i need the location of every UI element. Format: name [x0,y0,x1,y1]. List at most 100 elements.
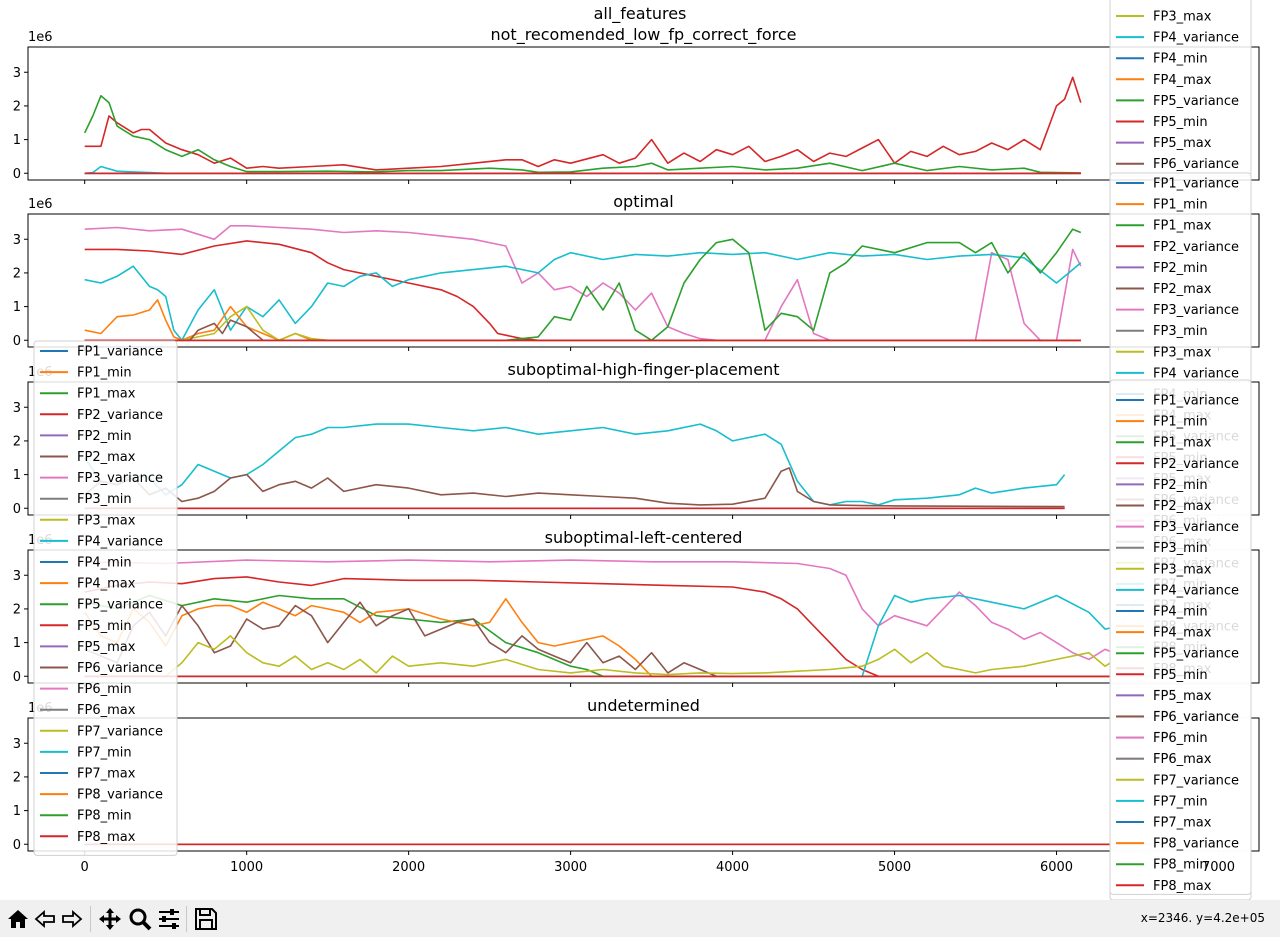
xtick-label: 2000 [392,860,425,875]
pan-icon[interactable] [97,906,123,932]
ytick-label: 1 [13,804,21,819]
legend-label: FP1_variance [1153,394,1239,409]
legend-label: FP5_min [1153,115,1208,130]
legend-label: FP4_variance [1153,31,1239,46]
legend-label: FP5_variance [77,598,163,613]
legend-label: FP5_variance [1153,647,1239,662]
y-offset-label: 1e6 [28,197,53,212]
legend-label: FP8_max [77,830,136,845]
axes-title: not_recomended_low_fp_correct_force [490,25,796,45]
toolbar-separator [90,906,91,932]
ytick-label: 1 [13,636,21,651]
series-line-fp6-variance [84,601,1195,678]
legend-label: FP7_variance [77,724,163,739]
legend-label: FP5_min [77,619,132,634]
axes-frame [27,717,1260,852]
legend-label: FP8_variance [1153,837,1239,852]
figure-canvas: all_features not_recomended_low_fp_corre… [13,0,1260,900]
zoom-icon[interactable] [127,906,153,932]
legend-label: FP3_max [1153,345,1212,360]
toolbar-separator [186,906,187,932]
legend-label: FP3_max [77,513,136,528]
legend-label: FP4_min [77,556,132,571]
legend-label: FP4_variance [77,534,163,549]
legend-label: FP4_min [1153,52,1208,67]
legend-label: FP5_max [1153,689,1212,704]
legend-label: FP6_max [1153,752,1212,767]
xtick-label: 7000 [1202,860,1235,875]
ytick-label: 2 [13,602,21,617]
xtick-label: 6000 [1040,860,1073,875]
legend-label: FP4_variance [1153,366,1239,381]
xtick-label: 4000 [716,860,749,875]
axes-title: suboptimal-left-centered [545,528,743,547]
legend-label: FP8_variance [77,788,163,803]
legend-label: FP6_min [77,682,132,697]
legend-label: FP6_max [77,703,136,718]
legend-label: FP6_variance [77,661,163,676]
axes-frame [27,549,1260,684]
configure-icon[interactable] [156,906,182,932]
legend-label: FP2_variance [77,408,163,423]
legend-label: FP8_max [1153,879,1212,894]
series-line-fp2-variance [84,240,1081,342]
figure-suptitle: all_features [594,4,687,24]
legend-label: FP1_max [1153,219,1212,234]
ytick-label: 0 [13,502,21,517]
series-line-fp2-variance [84,76,1082,171]
legend-label: FP5_min [1153,668,1208,683]
forward-icon[interactable] [59,906,85,932]
legend-label: FP6_variance [1153,710,1239,725]
legend-frame [33,340,178,856]
ytick-label: 3 [13,401,21,416]
legend-label: FP4_max [1153,73,1212,88]
ytick-label: 2 [13,770,21,785]
legend: FP1_variance FP1_min FP1_max FP2_variance FP… [33,340,178,856]
ytick-label: 2 [13,99,21,114]
series-line-fp2-max [84,467,1065,508]
legend-label: FP4_min [1153,605,1208,620]
axes-title: optimal [613,192,674,211]
legend: FP3_max FP4_variance FP4_min FP4_max FP5_var… [1109,0,1252,177]
save-icon[interactable] [193,906,219,932]
legend-label: FP2_min [77,429,132,444]
legend-label: FP7_variance [1153,773,1239,788]
axes-title: undetermined [587,696,700,715]
cursor-coordinates: x=2346. y=4.2e+05 [1140,911,1265,925]
legend-label: FP1_max [77,387,136,402]
legend-label: FP3_max [1153,562,1212,577]
axes-title: suboptimal-high-finger-placement [508,360,780,379]
legend-label: FP6_min [1153,731,1208,746]
series-line-fp3-variance [84,559,1195,661]
series-line-fp2-variance [84,576,1195,678]
ytick-label: 1 [13,300,21,315]
legend-label: FP6_variance [1153,157,1239,172]
axes-frame [27,46,1260,181]
xtick-label: 1000 [230,860,263,875]
series-line-fp5-variance [83,95,1081,174]
axes-panel: suboptimal-left-centered01231e6 [13,528,1260,687]
ytick-label: 2 [13,266,21,281]
back-icon[interactable] [32,906,58,932]
ytick-label: 3 [13,66,21,81]
y-offset-label: 1e6 [28,30,53,45]
legend-label: FP2_min [1153,261,1208,276]
legend-label: FP1_max [1153,436,1212,451]
axes-frame [27,381,1260,516]
home-icon[interactable] [5,906,31,932]
legend-label: FP1_variance [77,345,163,360]
legend-label: FP3_max [1153,10,1212,25]
legend-label: FP2_max [1153,282,1212,297]
legend-label: FP7_min [77,745,132,760]
ytick-label: 0 [13,670,21,685]
ytick-label: 3 [13,233,21,248]
legend-label: FP4_max [77,577,136,592]
legend-label: FP2_variance [1153,240,1239,255]
legend-label: FP2_min [1153,478,1208,493]
axes-panel: not_recomended_low_fp_correct_force 0 1 2 3 1… [13,25,1260,184]
legend-label: FP3_variance [1153,520,1239,535]
legend-label: FP3_variance [77,471,163,486]
legend-label: FP2_max [1153,499,1212,514]
xtick-label: 5000 [878,860,911,875]
legend-label: FP1_min [77,366,132,381]
